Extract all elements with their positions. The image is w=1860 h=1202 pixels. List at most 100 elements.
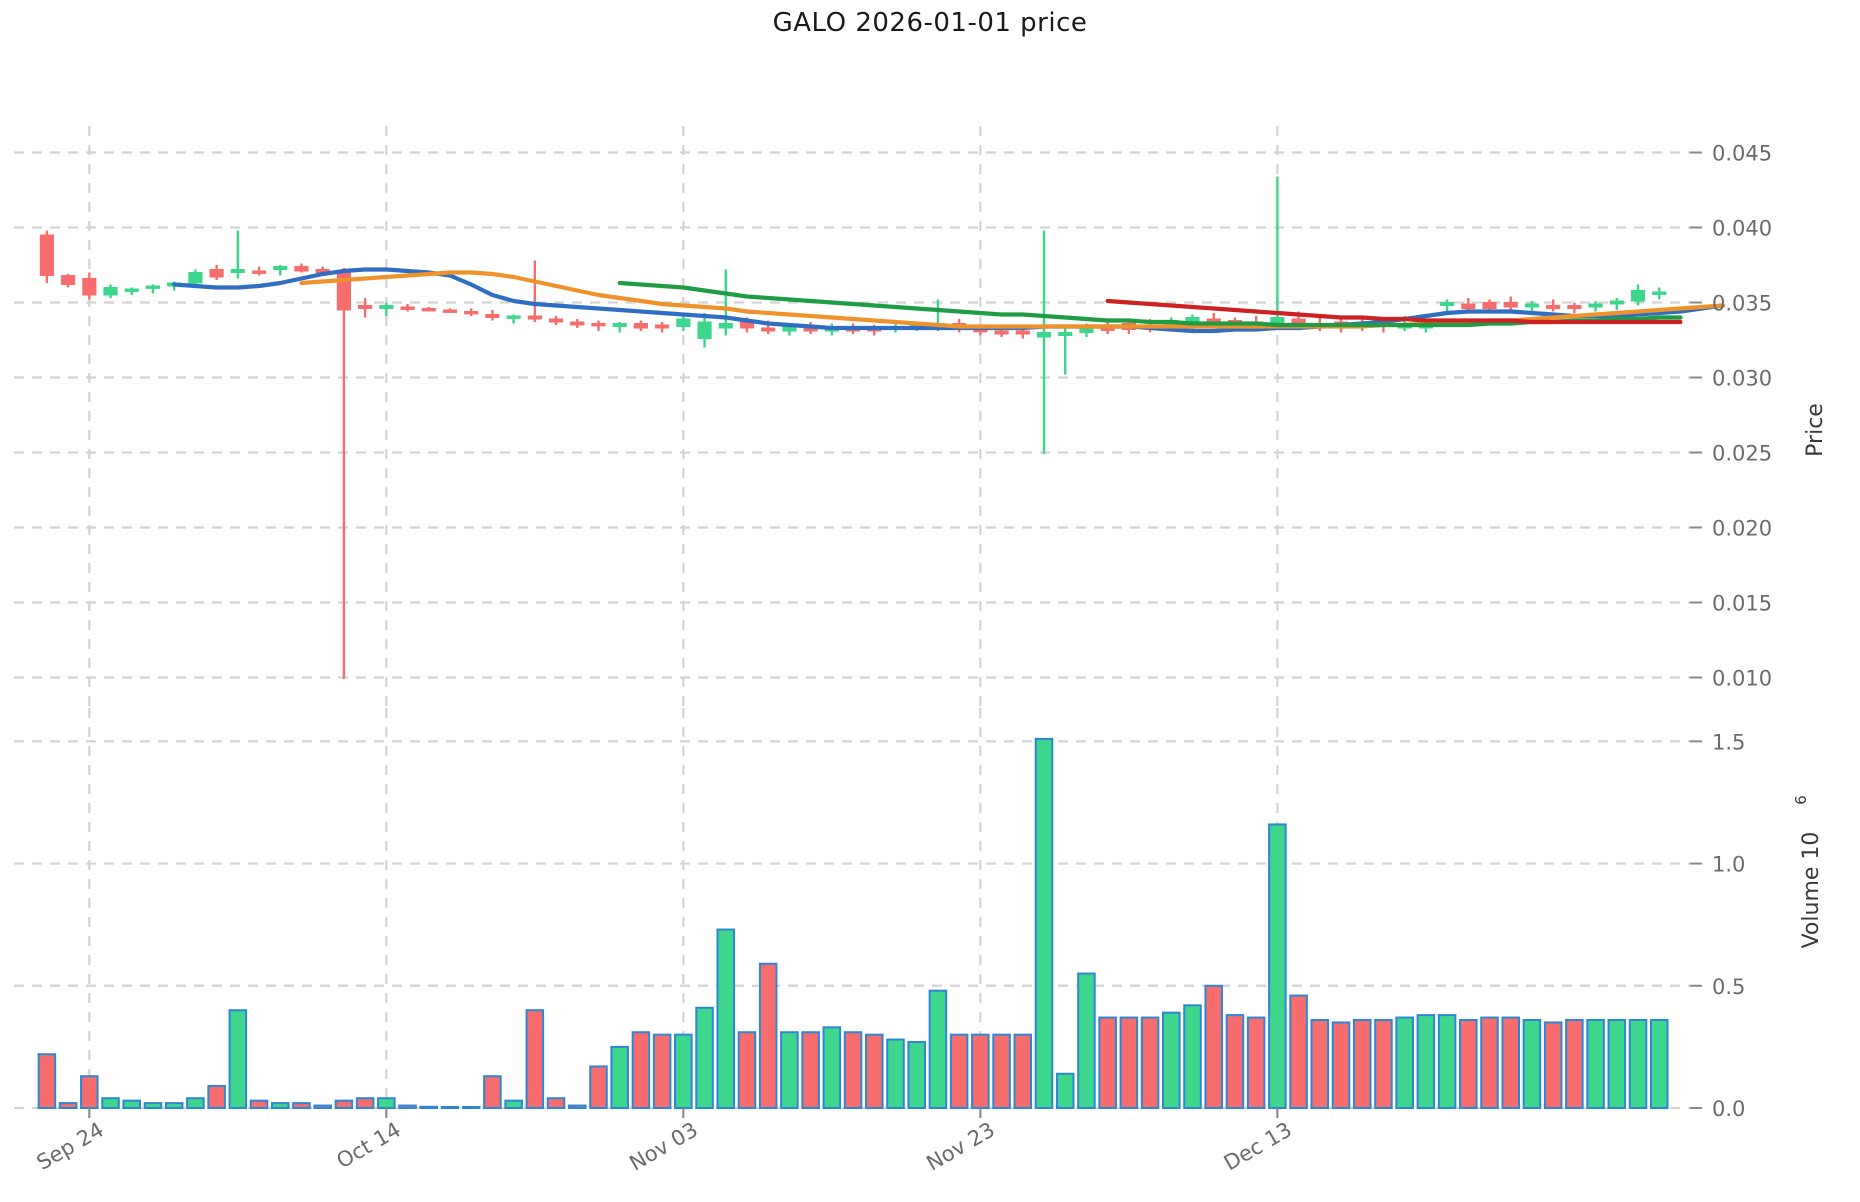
candle-body: [1630, 290, 1646, 302]
candle-body: [294, 266, 309, 272]
tick-label: 1.0: [1712, 853, 1745, 877]
volume-bar: [143, 1102, 163, 1109]
candle-body: [1546, 305, 1561, 309]
date-tick-label: Nov 03: [625, 1118, 701, 1176]
volume-bar: [737, 1031, 757, 1109]
candle-body: [442, 309, 458, 313]
page-title: GALO 2026-01-01 price: [772, 8, 1088, 38]
date-tick-label: Sep 24: [33, 1118, 108, 1175]
volume-bar: [1459, 1019, 1478, 1109]
tick-label: 0.5: [1712, 975, 1745, 999]
svg-text:Volume 10: Volume 10: [1799, 832, 1824, 949]
volume-bar: [865, 1033, 884, 1109]
volume-bar: [822, 1026, 842, 1110]
volume-bar: [907, 1041, 926, 1109]
volume-bar: [1628, 1019, 1648, 1109]
price-axis-title: Price: [1803, 403, 1828, 457]
volume-bar: [313, 1104, 332, 1109]
candle-body: [485, 314, 500, 318]
candle-body: [421, 308, 436, 312]
volume-bar: [1607, 1019, 1627, 1109]
volume-bar: [355, 1097, 375, 1109]
grid-lines: [14, 126, 1690, 1118]
volume-bar: [419, 1105, 439, 1110]
volume-bar: [80, 1075, 99, 1109]
candle-body: [1440, 302, 1455, 306]
price-axis-ticks: 0.045 0.040 0.035 0.030 0.025 0.020 0.015 0.010: [1690, 142, 1772, 691]
volume-bar: [1480, 1016, 1499, 1109]
tick-label: 0.035: [1712, 292, 1772, 316]
volume-bar: [758, 962, 778, 1109]
candle-body: [251, 270, 267, 274]
volume-bar: [249, 1099, 269, 1109]
volume-bar: [610, 1045, 629, 1110]
volume-bar: [1586, 1019, 1605, 1109]
volume-bar: [631, 1031, 651, 1109]
svg-text:6: 6: [1792, 795, 1810, 805]
tick-label: 1.5: [1712, 730, 1745, 754]
candle-body: [1461, 303, 1476, 309]
candle-body: [1567, 305, 1582, 309]
volume-bar: [1119, 1016, 1139, 1109]
candle-body: [82, 278, 97, 296]
volume-bar: [589, 1065, 608, 1110]
volume-bars: [37, 737, 1669, 1110]
volume-bar: [801, 1031, 820, 1109]
candle-body: [1015, 330, 1030, 335]
volume-bar: [122, 1099, 142, 1109]
candle-body: [548, 318, 564, 323]
volume-bar: [1416, 1014, 1436, 1109]
ma-line-ma-long: [617, 280, 1683, 328]
candle-body: [633, 323, 648, 329]
volume-bar: [949, 1033, 969, 1109]
candle-body: [188, 272, 203, 284]
volume-bar: [377, 1097, 396, 1109]
volume-bar: [971, 1033, 990, 1109]
moving-average-lines: [172, 267, 1725, 334]
ma-line-ma-vlong: [1105, 298, 1683, 325]
candle-body: [103, 287, 118, 296]
volume-bar: [992, 1033, 1011, 1109]
candle-body: [358, 305, 373, 309]
candle-body: [718, 323, 733, 329]
date-tick-label: Oct 14: [332, 1118, 404, 1174]
candle-body: [655, 324, 670, 329]
volume-bar: [1013, 1033, 1033, 1109]
volume-bar: [270, 1102, 290, 1109]
volume-bar: [1246, 1016, 1266, 1109]
volume-bar: [207, 1085, 226, 1109]
candle-body: [570, 321, 585, 326]
candle-body: [1503, 302, 1518, 308]
volume-bar: [1204, 984, 1223, 1109]
volume-bar: [1268, 823, 1287, 1109]
volume-bar: [695, 1006, 714, 1109]
candle-body: [1588, 303, 1603, 308]
candle-body: [697, 321, 712, 339]
candle-body: [994, 330, 1009, 335]
volume-bar: [292, 1102, 311, 1109]
volume-bar: [1501, 1016, 1521, 1109]
volume-bar: [1098, 1016, 1117, 1109]
volume-bar: [780, 1031, 799, 1109]
tick-label: 0.030: [1712, 367, 1772, 391]
volume-bar: [440, 1106, 460, 1109]
volume-bar: [334, 1099, 354, 1109]
candle-body: [464, 311, 479, 315]
volume-bar: [525, 1009, 545, 1110]
candle-body: [230, 269, 245, 273]
tick-label: 0.045: [1712, 142, 1772, 166]
volume-bar: [1310, 1019, 1330, 1109]
date-tick-label: Nov 23: [922, 1118, 998, 1176]
volume-bar: [716, 928, 736, 1109]
candle-body: [379, 305, 394, 309]
tick-label: 0.040: [1712, 217, 1772, 241]
candle-body: [1652, 291, 1667, 295]
volume-bar: [101, 1097, 120, 1109]
candle-body: [400, 306, 415, 310]
candle-body: [39, 234, 54, 276]
tick-label: 0.0: [1712, 1097, 1745, 1121]
volume-bar: [1331, 1021, 1351, 1110]
candle-body: [1609, 300, 1624, 305]
